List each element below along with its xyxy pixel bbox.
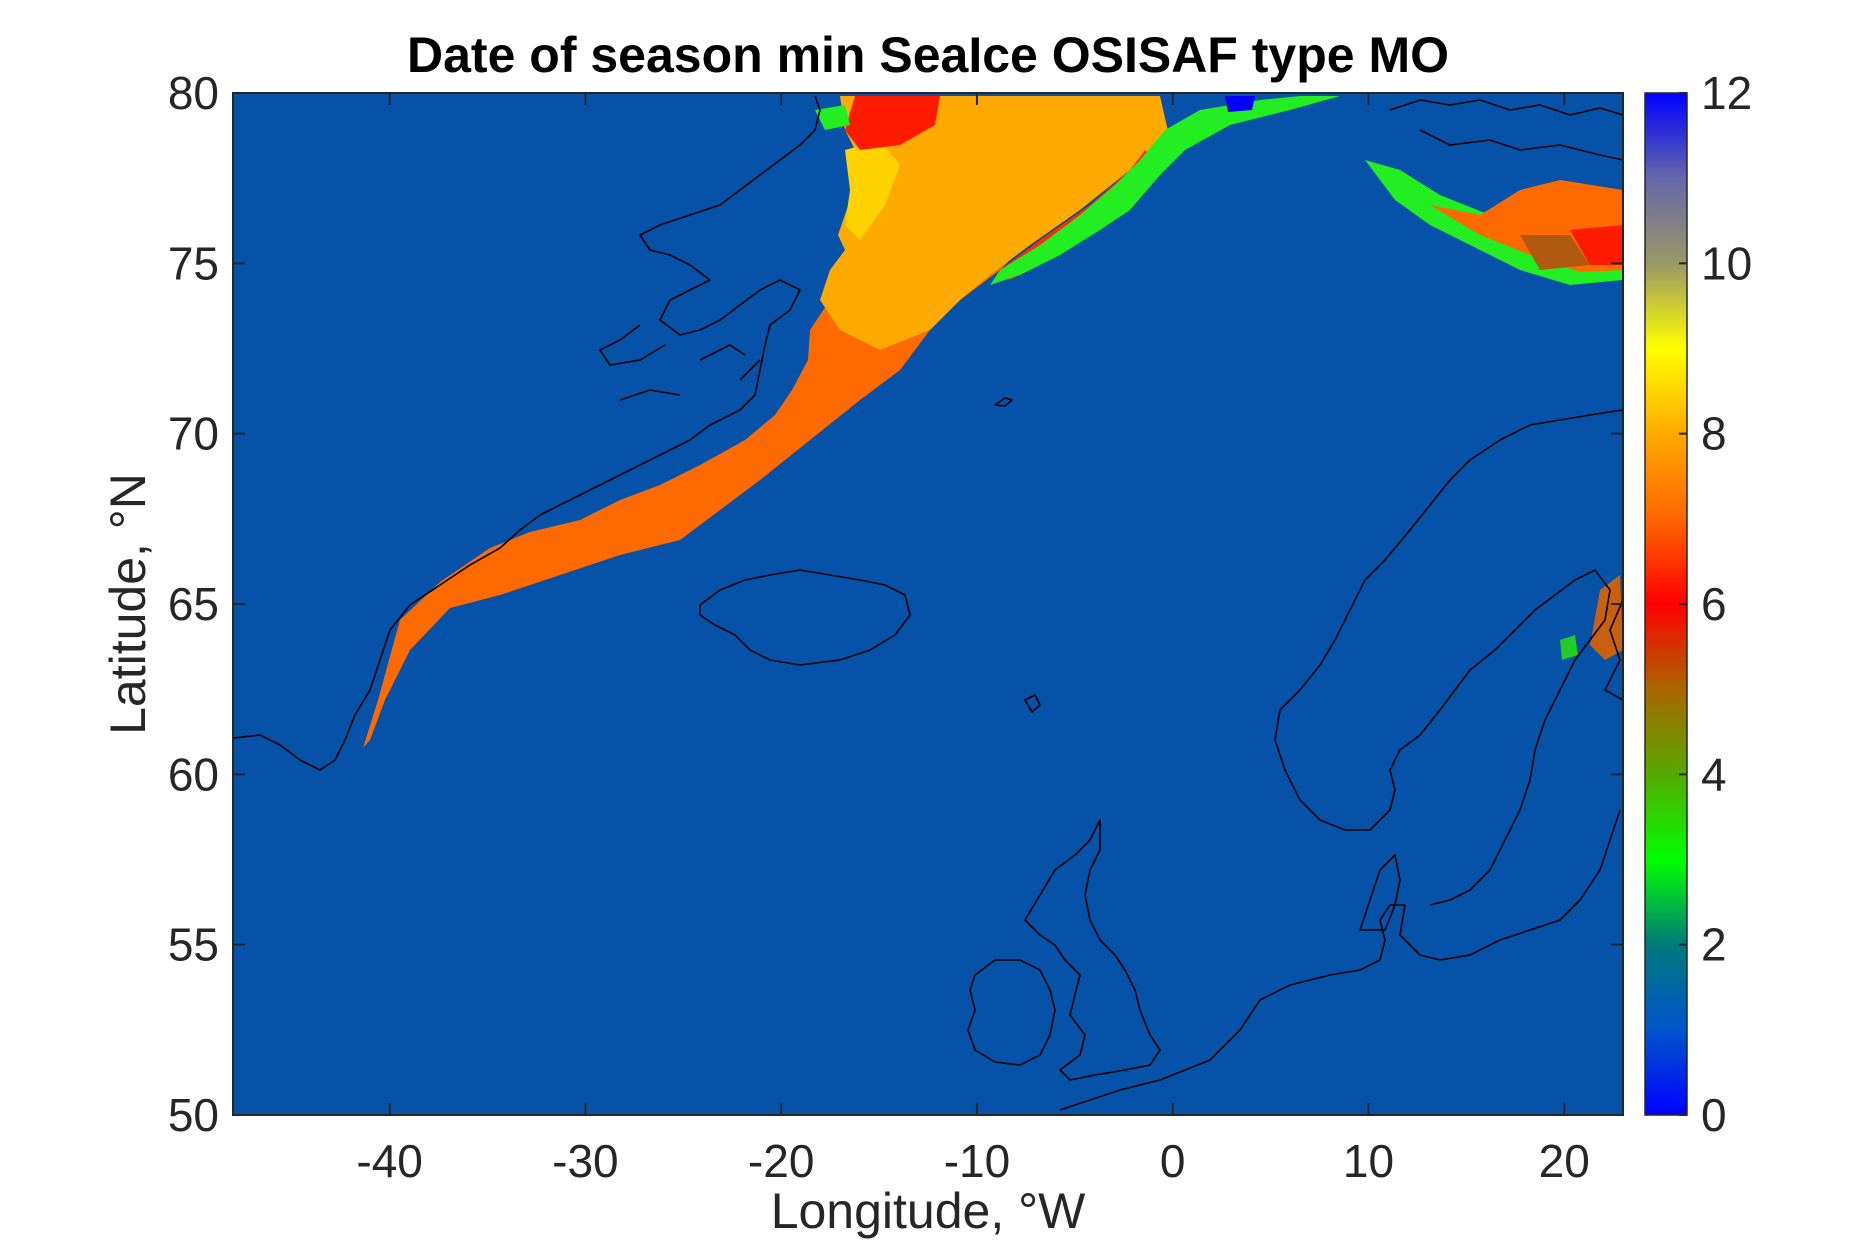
coastline-great-britain (1024, 819, 1161, 1081)
colorbar-tick-label: 6 (1701, 578, 1727, 630)
x-tick-label: 0 (1160, 1135, 1186, 1187)
y-tick-label: 75 (168, 237, 219, 289)
coastline-greenland (233, 95, 821, 771)
y-tick-label: 50 (168, 1089, 219, 1141)
coastline-scandinavia (1274, 409, 1623, 906)
y-tick-label: 80 (168, 67, 219, 119)
coastlines (233, 95, 1623, 1111)
x-axis-label: Longitude, °W (771, 1183, 1086, 1239)
y-tick-label: 60 (168, 748, 219, 800)
x-tick-label: 10 (1343, 1135, 1394, 1187)
plot-area (232, 92, 1624, 1116)
region-bothnia-green (1560, 635, 1578, 660)
y-axis: 50 55 60 65 70 75 80 (168, 67, 1623, 1141)
x-tick-label: -40 (356, 1135, 422, 1187)
coastline-continent (1059, 809, 1621, 1111)
y-tick-label: 70 (168, 408, 219, 460)
colorbar-tick-label: 4 (1701, 748, 1727, 800)
coastline-jan-mayen (994, 397, 1013, 407)
colorbar-tick-label: 8 (1701, 408, 1727, 460)
x-tick-label: -20 (748, 1135, 814, 1187)
x-tick-label: -30 (552, 1135, 618, 1187)
coastline-faroe (1024, 694, 1041, 713)
colorbar-tick-label: 0 (1701, 1089, 1727, 1141)
coastline-svalbard (1389, 99, 1623, 161)
region-fram-green-topleft (815, 105, 850, 130)
y-tick-label: 65 (168, 578, 219, 630)
chart-title: Date of season min SeaIce OSISAF type MO (407, 27, 1449, 83)
x-tick-label: -10 (944, 1135, 1010, 1187)
region-svalbard-brown (1520, 235, 1590, 270)
region-svalbard-red (1570, 225, 1623, 265)
region-fram-strait-pack (820, 96, 1170, 350)
x-tick-label: 20 (1539, 1135, 1590, 1187)
y-axis-label: Latitude, °N (100, 473, 156, 735)
colorbar-tick-label: 10 (1701, 237, 1752, 289)
coastline-greenland-fjords (599, 324, 761, 401)
region-fram-ice-edge (990, 96, 1340, 285)
coastline-finland (1604, 599, 1623, 701)
coastline-denmark (1359, 854, 1401, 931)
colorbar-tick-label: 2 (1701, 919, 1727, 971)
region-fram-red-patch (845, 96, 940, 150)
colorbar-ticks: 0 2 4 6 8 10 12 (1679, 67, 1752, 1141)
region-fram-yellow-streak (845, 140, 900, 240)
colorbar-tick-label: 12 (1701, 67, 1752, 119)
y-tick-label: 55 (168, 919, 219, 971)
x-axis: -40 -30 -20 -10 0 10 20 (356, 93, 1590, 1187)
heatmap-regions (363, 96, 1623, 748)
coastline-ireland (967, 959, 1056, 1066)
coastline-iceland (699, 569, 911, 666)
region-fram-blue-speck (1225, 96, 1255, 112)
region-bothnia-ice (1590, 575, 1623, 660)
colorbar: 0 2 4 6 8 10 12 (1644, 67, 1752, 1141)
